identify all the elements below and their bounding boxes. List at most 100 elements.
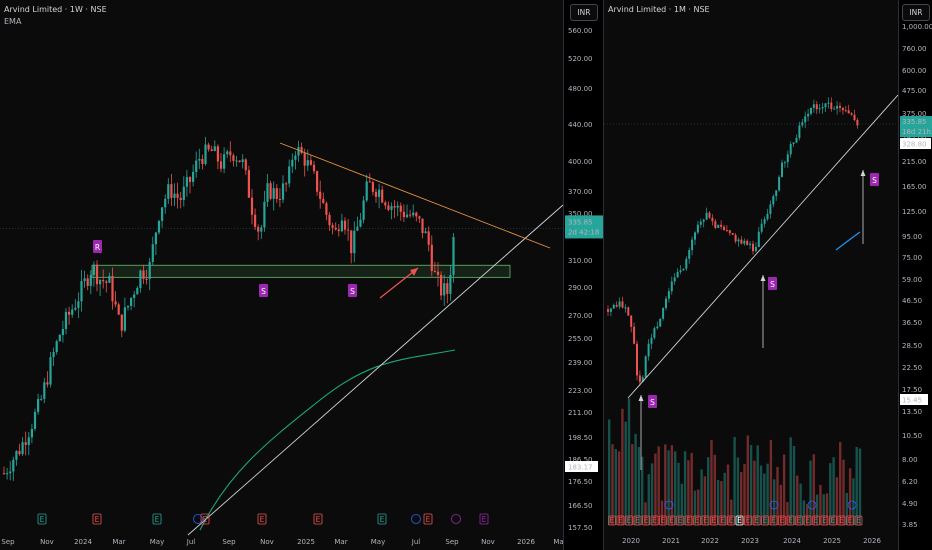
event-marker-label: E <box>695 516 700 525</box>
last-price-badge <box>565 215 603 239</box>
weekly-price-axis[interactable]: 560.00 520.00 480.00 440.00 400.00 370.00 350.… <box>563 0 604 550</box>
price-tick: 75.00 <box>902 254 922 262</box>
weekly-candle <box>316 171 319 192</box>
weekly-candle <box>374 191 378 197</box>
weekly-candle <box>275 188 278 199</box>
weekly-candle <box>133 294 136 298</box>
event-marker <box>795 515 803 526</box>
event-marker-label: E <box>737 516 742 525</box>
monthly-chart-pane[interactable]: 2020 2021 2022 2023 2024 2025 2026 S S S E E E E E E E E E… <box>604 0 898 550</box>
weekly-candle <box>117 304 120 315</box>
weekly-candle <box>61 329 64 335</box>
weekly-candle <box>142 270 145 279</box>
time-tick: Mar <box>553 538 563 546</box>
volume-bar <box>773 479 776 525</box>
weekly-candle <box>6 473 9 475</box>
ema-line <box>199 349 456 531</box>
volume-bar <box>641 456 644 525</box>
support-label-box <box>648 395 657 408</box>
event-marker <box>633 515 642 526</box>
monthly-candle <box>749 243 752 245</box>
weekly-candle <box>229 151 232 156</box>
weekly-chart-pane[interactable]: Sep Nov 2024 Mar May Jul Sep Nov 2025 Mar May Jul Se… <box>0 0 563 550</box>
weekly-candle <box>157 220 161 233</box>
weekly-candle <box>210 149 213 151</box>
monthly-candle <box>778 176 781 191</box>
weekly-candle <box>154 232 157 245</box>
event-marker <box>778 515 786 526</box>
weekly-chart-canvas[interactable]: Sep Nov 2024 Mar May Jul Sep Nov 2025 Mar May Jul Se… <box>0 0 563 550</box>
low-price-badge <box>900 394 928 405</box>
event-marker <box>803 515 812 526</box>
event-marker <box>257 513 267 525</box>
weekly-candle <box>27 437 30 445</box>
price-tick: 1,000.00 <box>902 23 932 31</box>
weekly-candle <box>303 153 306 166</box>
event-marker <box>377 513 387 525</box>
volume-bar <box>614 449 617 525</box>
event-marker-label: E <box>618 516 623 525</box>
weekly-candle <box>440 274 443 296</box>
weekly-candle <box>216 146 219 162</box>
volume-bar <box>756 445 759 525</box>
weekly-candle <box>68 311 71 315</box>
weekly-candle <box>405 214 409 218</box>
weekly-candle <box>126 305 130 308</box>
weekly-currency-button[interactable]: INR <box>570 4 598 21</box>
volume-bar <box>769 439 773 525</box>
event-marker <box>735 515 744 526</box>
monthly-candle <box>607 309 609 312</box>
weekly-candle <box>328 214 331 226</box>
price-tick: 310.00 <box>568 257 593 265</box>
monthly-candle <box>836 105 839 109</box>
event-marker-label: E <box>678 516 683 525</box>
event-marker-label: E <box>203 515 208 524</box>
weekly-candle <box>281 183 285 200</box>
pane-divider[interactable] <box>603 0 604 550</box>
weekly-candle <box>21 442 24 455</box>
weekly-candle <box>337 229 340 232</box>
event-marker <box>837 515 846 526</box>
weekly-candle <box>55 341 58 353</box>
monthly-candle <box>737 239 740 242</box>
weekly-candle <box>170 184 173 198</box>
countdown-text: 2d 42:18 <box>568 228 599 236</box>
event-marker-label: E <box>610 516 615 525</box>
weekly-candle <box>179 197 182 200</box>
volume-bar <box>848 468 852 525</box>
weekly-candle <box>40 398 43 400</box>
weekly-candle <box>111 275 114 302</box>
monthly-currency-button[interactable]: INR <box>902 4 930 21</box>
long-term-trendline <box>627 94 898 399</box>
volume-bar <box>740 472 743 525</box>
weekly-candle <box>384 202 387 206</box>
weekly-candle <box>52 352 55 358</box>
weekly-candle <box>294 155 297 160</box>
weekly-candle <box>343 220 347 230</box>
event-marker <box>313 513 323 525</box>
event-marker <box>37 513 47 525</box>
monthly-price-axis[interactable]: 1,000.00 760.00 600.00 475.00 375.00 295.00 21… <box>898 0 932 550</box>
weekly-candle <box>285 183 288 185</box>
price-tick: 59.00 <box>902 276 922 284</box>
monthly-candle <box>827 102 830 104</box>
volume-bar <box>855 446 858 525</box>
weekly-candle <box>325 203 328 215</box>
volume-bar <box>683 451 687 525</box>
volume-bar <box>799 483 802 525</box>
volume-bar <box>647 474 650 525</box>
time-tick: May <box>150 538 164 546</box>
event-marker <box>727 515 735 526</box>
monthly-candle <box>789 143 792 155</box>
time-tick: Mar <box>112 538 125 546</box>
weekly-candle <box>291 159 294 167</box>
secondary-price-text: 328.80 <box>902 141 927 149</box>
weekly-candle <box>443 283 446 296</box>
monthly-candle <box>717 224 720 228</box>
weekly-candle <box>120 314 123 331</box>
monthly-candle <box>633 326 636 344</box>
weekly-candle <box>145 278 148 280</box>
volume-bar <box>806 504 809 525</box>
price-tick: 10.50 <box>902 432 922 440</box>
